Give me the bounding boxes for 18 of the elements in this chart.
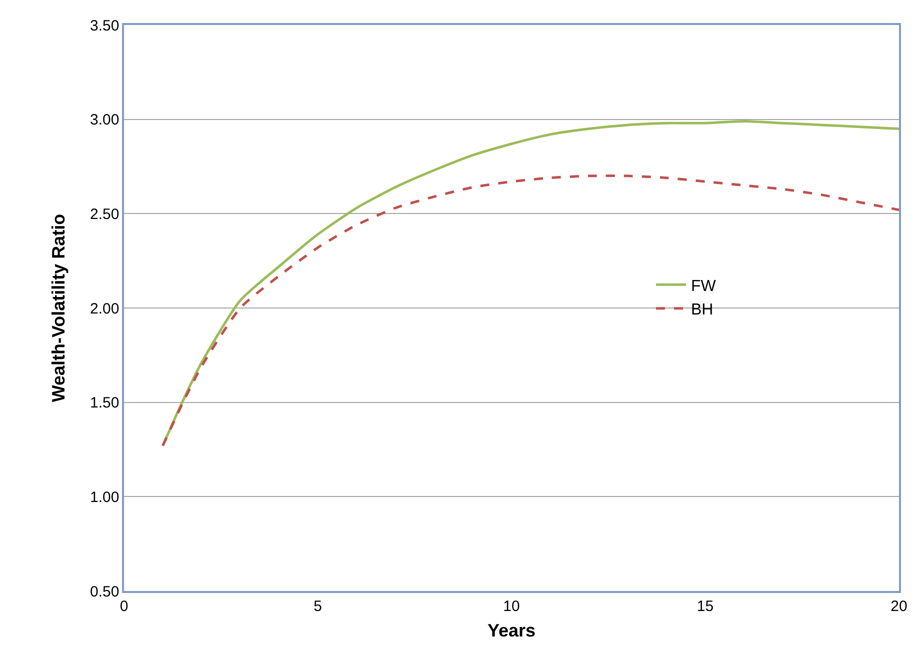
y-tick-label: 2.00 (90, 300, 120, 318)
line-series (162, 174, 899, 447)
legend-label: FW (691, 278, 717, 295)
y-tick-label: 2.50 (90, 206, 120, 223)
x-tick-label: 15 (696, 598, 714, 615)
x-axis-title: Years (487, 620, 536, 640)
x-tick-label: 5 (314, 598, 322, 615)
y-axis-title: Wealth-Volatility Ratio (48, 214, 69, 402)
y-tick-label: 0.50 (90, 583, 120, 600)
legend-label: BH (691, 302, 714, 319)
y-tick-label: 3.00 (90, 112, 120, 129)
x-tick-label: 10 (503, 598, 520, 615)
y-tick-label: 1.50 (90, 394, 120, 412)
x-tick-label: 20 (890, 598, 908, 615)
line-series (162, 120, 899, 447)
x-tick-label: 0 (120, 598, 128, 615)
y-tick-label: 3.50 (90, 17, 120, 34)
y-tick-label: 1.00 (90, 488, 120, 506)
